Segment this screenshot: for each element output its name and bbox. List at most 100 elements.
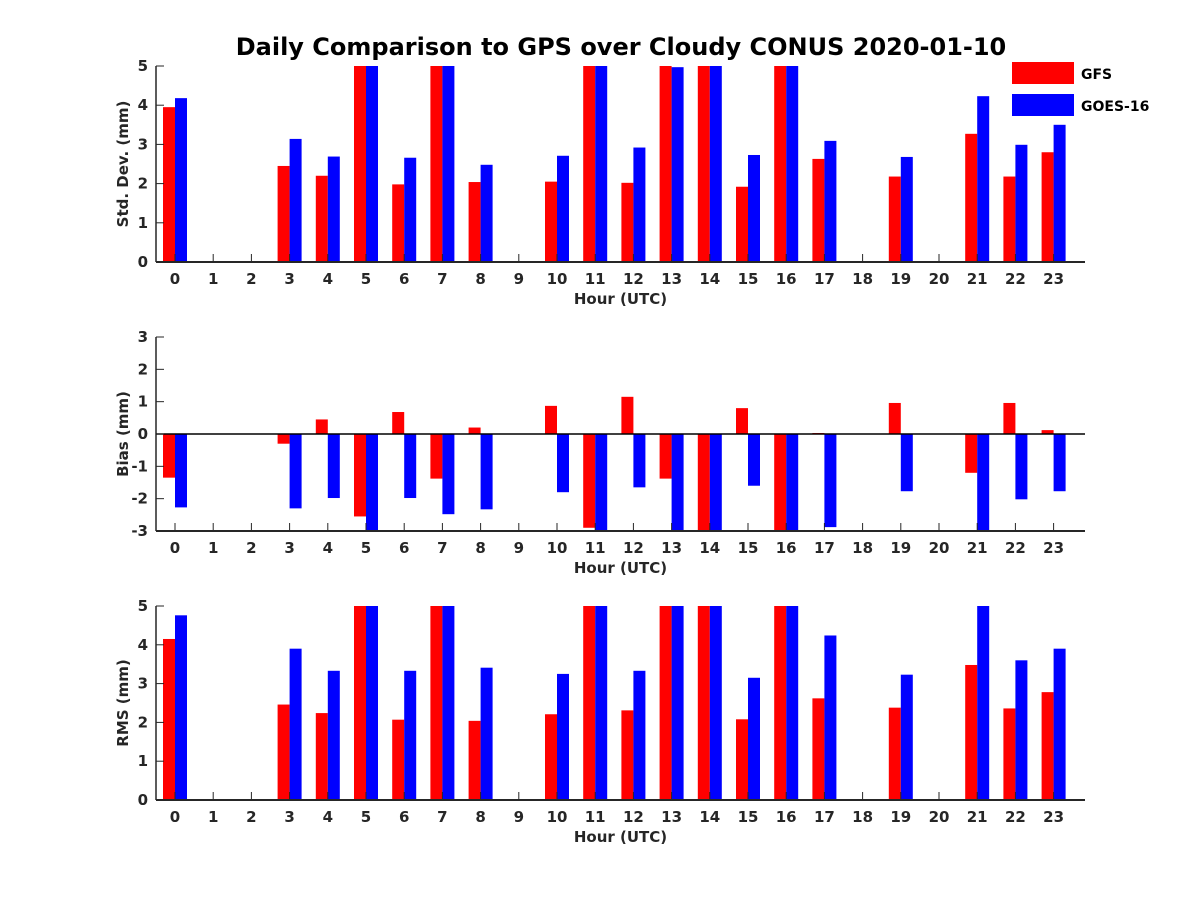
bar-rms-goes16-7 [442, 606, 455, 800]
std-dev-ytick-label: 0 [138, 253, 148, 271]
bias-xtick-label: 11 [585, 539, 606, 557]
rms-xtick-label: 17 [814, 808, 835, 826]
bar-rms-gfs-3 [277, 704, 290, 800]
bar-rms-goes16-15 [748, 677, 760, 800]
std-dev-xtick-label: 12 [623, 270, 644, 288]
std-dev-xtick-label: 7 [437, 270, 447, 288]
bar-std-dev-goes16-17 [824, 140, 837, 262]
bias-xtick-label: 9 [514, 539, 524, 557]
bar-std-dev-goes16-3 [289, 138, 302, 262]
bar-rms-goes16-0 [175, 615, 187, 800]
bar-rms-goes16-3 [289, 648, 302, 800]
std-dev-ytick-label: 5 [138, 57, 148, 75]
bar-rms-gfs-8 [468, 720, 481, 800]
bar-std-dev-gfs-10 [545, 181, 557, 262]
bar-rms-goes16-16 [786, 606, 799, 800]
bar-std-dev-gfs-23 [1041, 152, 1054, 262]
bar-std-dev-goes16-22 [1015, 144, 1028, 262]
bar-bias-goes16-10 [557, 434, 569, 493]
bar-rms-gfs-0 [163, 638, 175, 800]
bar-rms-gfs-16 [774, 606, 787, 800]
bar-rms-goes16-12 [633, 670, 646, 800]
bar-bias-goes16-19 [900, 434, 913, 492]
bar-rms-gfs-6 [392, 719, 405, 800]
rms-xtick-label: 14 [699, 808, 720, 826]
bias-xlabel: Hour (UTC) [574, 559, 667, 577]
bar-std-dev-gfs-15 [736, 186, 748, 262]
bar-std-dev-goes16-23 [1053, 124, 1066, 262]
bar-rms-goes16-21 [977, 606, 990, 800]
std-dev-xtick-label: 20 [929, 270, 950, 288]
bar-bias-goes16-23 [1053, 434, 1066, 492]
bias-xtick-label: 14 [699, 539, 720, 557]
std-dev-ytick-label: 4 [138, 96, 148, 114]
bias-xtick-label: 8 [475, 539, 485, 557]
chart-title: Daily Comparison to GPS over Cloudy CONU… [236, 33, 1007, 61]
bar-bias-gfs-19 [888, 402, 901, 434]
std-dev-xtick-label: 19 [890, 270, 911, 288]
bias-xtick-label: 2 [246, 539, 256, 557]
bias-xtick-label: 12 [623, 539, 644, 557]
bias-xtick-label: 23 [1043, 539, 1064, 557]
rms-xtick-label: 10 [547, 808, 568, 826]
bar-bias-goes16-0 [175, 434, 187, 508]
rms-ytick-label: 0 [138, 791, 148, 809]
rms-xtick-label: 2 [246, 808, 256, 826]
bar-rms-gfs-12 [621, 710, 634, 800]
legend: GFS GOES-16 [1012, 62, 1149, 116]
bar-rms-goes16-13 [671, 606, 684, 800]
rms-xtick-label: 5 [361, 808, 371, 826]
bar-std-dev-goes16-7 [442, 66, 455, 262]
bar-std-dev-gfs-6 [392, 184, 405, 262]
bar-bias-gfs-4 [315, 419, 328, 434]
bar-bias-gfs-0 [163, 434, 175, 478]
rms-ytick-label: 5 [138, 597, 148, 615]
bias-xtick-label: 22 [1005, 539, 1026, 557]
bar-bias-goes16-15 [748, 434, 760, 486]
bar-std-dev-gfs-17 [812, 158, 825, 262]
bar-std-dev-gfs-22 [1003, 176, 1016, 262]
bar-rms-goes16-22 [1015, 660, 1028, 800]
std-dev-xtick-label: 10 [547, 270, 568, 288]
bar-std-dev-gfs-0 [163, 107, 175, 262]
bias-xtick-label: 18 [852, 539, 873, 557]
rms-ytick-label: 4 [138, 636, 148, 654]
bias-xtick-label: 21 [967, 539, 988, 557]
bar-std-dev-gfs-21 [965, 133, 978, 262]
rms-xtick-label: 3 [284, 808, 294, 826]
bar-std-dev-gfs-12 [621, 182, 634, 262]
bias-xtick-label: 10 [547, 539, 568, 557]
bar-rms-gfs-11 [583, 606, 596, 800]
std-dev-ytick-label: 3 [138, 135, 148, 153]
bar-bias-gfs-3 [277, 434, 290, 444]
bar-std-dev-goes16-4 [327, 156, 340, 262]
legend-swatch-goes16 [1012, 94, 1074, 116]
bias-xtick-label: 0 [170, 539, 180, 557]
rms-xtick-label: 4 [323, 808, 333, 826]
rms-xtick-label: 7 [437, 808, 447, 826]
bar-std-dev-gfs-14 [697, 66, 710, 262]
bias-ytick-label: 3 [138, 328, 148, 346]
rms-ylabel: RMS (mm) [114, 659, 132, 746]
std-dev-ytick-label: 1 [138, 214, 148, 232]
bar-bias-gfs-10 [545, 405, 557, 434]
bar-std-dev-goes16-6 [404, 157, 417, 262]
rms-xtick-label: 21 [967, 808, 988, 826]
bar-bias-goes16-13 [671, 434, 684, 531]
rms-xtick-label: 20 [929, 808, 950, 826]
bar-std-dev-gfs-16 [774, 66, 787, 262]
std-dev-xtick-label: 0 [170, 270, 180, 288]
bar-bias-gfs-22 [1003, 402, 1016, 434]
bar-std-dev-goes16-19 [900, 156, 913, 262]
bar-rms-goes16-10 [557, 673, 569, 800]
bar-std-dev-goes16-11 [595, 66, 608, 262]
rms-xtick-label: 22 [1005, 808, 1026, 826]
bar-rms-gfs-14 [697, 606, 710, 800]
bar-std-dev-goes16-10 [557, 155, 569, 262]
rms-xtick-label: 8 [475, 808, 485, 826]
std-dev-xlabel: Hour (UTC) [574, 290, 667, 308]
bar-bias-goes16-17 [824, 434, 837, 528]
bar-rms-gfs-10 [545, 714, 557, 800]
